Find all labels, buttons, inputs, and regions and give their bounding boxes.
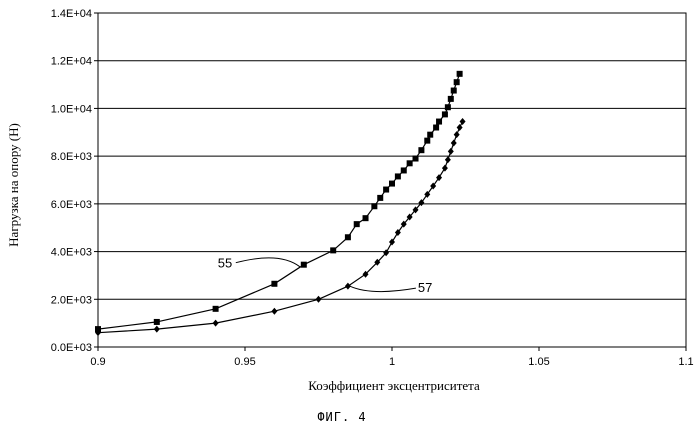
data-point bbox=[412, 155, 419, 162]
data-point bbox=[418, 199, 425, 207]
data-point bbox=[406, 213, 413, 221]
x-axis-label: Коэффициент эксцентриситета bbox=[308, 378, 480, 393]
data-point bbox=[271, 280, 278, 287]
x-tick-label: 0.9 bbox=[90, 356, 105, 368]
data-point bbox=[441, 164, 448, 172]
annotation-57: 57 bbox=[418, 280, 432, 295]
plot-area bbox=[97, 12, 687, 348]
x-tick-label: 1.1 bbox=[678, 356, 693, 368]
data-point bbox=[371, 203, 378, 210]
data-point bbox=[353, 221, 360, 228]
data-point bbox=[153, 325, 160, 333]
data-point bbox=[153, 318, 160, 325]
grid-lines bbox=[98, 60, 686, 300]
data-point bbox=[406, 160, 413, 167]
y-tick-label: 2.0E+03 bbox=[51, 294, 92, 306]
data-point bbox=[362, 270, 369, 278]
data-point bbox=[456, 70, 463, 77]
y-axis-label: Нагрузка на опору (Н) bbox=[6, 123, 21, 247]
data-point bbox=[456, 124, 463, 132]
series-55 bbox=[95, 70, 463, 333]
data-point bbox=[95, 326, 101, 333]
data-point bbox=[447, 95, 454, 102]
data-point bbox=[383, 186, 390, 193]
data-point bbox=[444, 156, 451, 164]
data-point bbox=[418, 147, 425, 154]
data-point bbox=[344, 234, 351, 241]
axis-ticks: 0.0E+03 2.0E+03 4.0E+03 6.0E+03 8.0E+03 1.0E+… bbox=[51, 8, 694, 368]
data-point bbox=[447, 147, 454, 155]
x-tick-label: 1 bbox=[389, 356, 395, 368]
data-point bbox=[300, 261, 307, 268]
data-point bbox=[394, 173, 401, 180]
y-tick-label: 1.2E+04 bbox=[51, 56, 92, 68]
annotation-leader bbox=[235, 257, 301, 268]
y-tick-label: 8.0E+03 bbox=[51, 151, 92, 163]
data-point bbox=[377, 194, 384, 201]
data-point bbox=[383, 249, 390, 257]
data-point bbox=[433, 124, 440, 131]
data-point bbox=[394, 228, 401, 236]
data-point bbox=[436, 118, 443, 125]
figure-label: ФИГ. 4 bbox=[317, 410, 366, 424]
y-tick-label: 4.0E+03 bbox=[51, 247, 92, 259]
y-tick-label: 1.4E+04 bbox=[51, 8, 92, 20]
data-point bbox=[389, 180, 395, 187]
x-tick-label: 1.05 bbox=[528, 356, 549, 368]
annotation-leader bbox=[349, 285, 416, 293]
data-point bbox=[271, 307, 278, 315]
data-point bbox=[450, 87, 457, 94]
data-point bbox=[453, 131, 460, 139]
data-point bbox=[436, 174, 443, 182]
annotations: 55 57 bbox=[218, 256, 433, 295]
data-point bbox=[459, 118, 466, 126]
data-point bbox=[400, 167, 407, 174]
data-point bbox=[450, 139, 457, 147]
data-point bbox=[444, 104, 451, 111]
data-point bbox=[430, 182, 437, 190]
data-point bbox=[389, 238, 395, 246]
data-point bbox=[424, 190, 431, 198]
series-57 bbox=[95, 118, 466, 337]
y-tick-label: 1.0E+04 bbox=[51, 103, 92, 115]
x-tick-label: 0.95 bbox=[234, 356, 255, 368]
data-point bbox=[362, 215, 369, 222]
series-line bbox=[97, 73, 461, 330]
data-point bbox=[374, 258, 381, 266]
annotation-55: 55 bbox=[218, 256, 232, 271]
series-layer bbox=[95, 70, 466, 337]
data-point bbox=[412, 206, 419, 214]
y-tick-label: 6.0E+03 bbox=[51, 199, 92, 211]
y-tick-label: 0.0E+03 bbox=[51, 342, 92, 354]
data-point bbox=[315, 295, 322, 303]
data-point bbox=[441, 111, 448, 118]
data-point bbox=[453, 79, 460, 86]
data-point bbox=[427, 131, 434, 138]
data-point bbox=[330, 247, 337, 254]
data-point bbox=[424, 137, 431, 144]
data-point bbox=[212, 305, 219, 312]
data-point bbox=[95, 329, 101, 337]
data-point bbox=[344, 282, 351, 290]
series-line bbox=[97, 121, 464, 334]
data-point bbox=[212, 319, 219, 327]
data-point bbox=[400, 220, 407, 228]
